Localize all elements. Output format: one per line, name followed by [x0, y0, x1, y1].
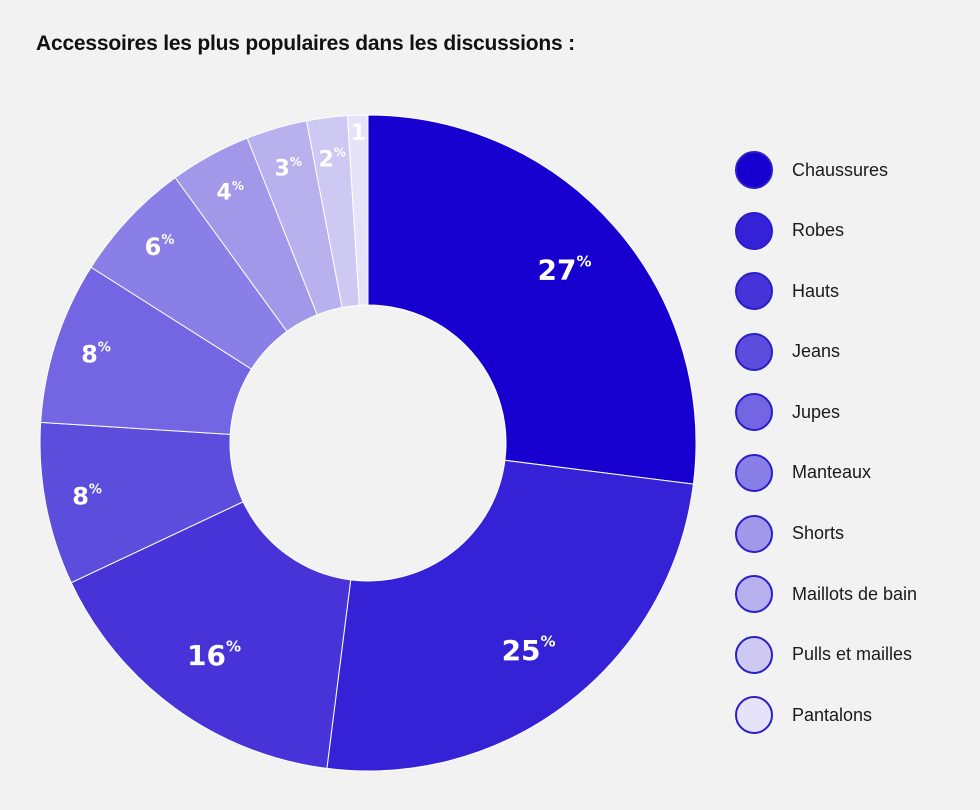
legend-label: Shorts [792, 523, 845, 544]
data-label-pulls-et-mailles: 2% [318, 146, 345, 172]
legend-item-hauts: Hauts [735, 271, 975, 311]
legend-label: Hauts [792, 280, 840, 301]
data-label-jeans: 8% [72, 482, 102, 511]
legend-label: Manteaux [792, 462, 872, 483]
chart-title: Accessoires les plus populaires dans les… [36, 32, 575, 55]
legend-swatch [735, 453, 773, 492]
legend-item-jeans: Jeans [735, 332, 975, 372]
data-label-jupes: 8% [81, 340, 111, 369]
legend-swatch [735, 272, 773, 311]
data-label-hauts: 16% [187, 638, 241, 672]
legend-swatch [735, 211, 773, 250]
legend-label: Robes [792, 220, 845, 241]
legend-swatch [735, 151, 773, 189]
data-label-chaussures: 27% [538, 252, 592, 286]
legend-label: Maillots de bain [792, 583, 918, 604]
legend-item-pulls-et-mailles: Pulls et mailles [735, 635, 975, 675]
slice-pantalons [346, 114, 369, 306]
slice-chaussures [367, 114, 697, 485]
legend-item-jupes: Jupes [735, 392, 975, 432]
data-label-pantalons: 1 [351, 121, 366, 146]
legend-item-pantalons: Pantalons [735, 695, 975, 735]
legend-item-manteaux: Manteaux [735, 453, 975, 493]
data-label-maillots-de-bain: 3% [275, 155, 302, 181]
slice-robes [326, 459, 694, 772]
legend-label: Pantalons [792, 704, 873, 725]
slice-hauts [70, 501, 352, 769]
legend-item-robes: Robes [735, 211, 975, 251]
legend-label: Jeans [792, 341, 841, 362]
data-label-manteaux: 6% [145, 233, 175, 262]
data-label-robes: 25% [502, 633, 556, 667]
legend-label: Pulls et mailles [792, 644, 913, 665]
legend-item-shorts: Shorts [735, 514, 975, 554]
legend-swatch [735, 332, 773, 371]
legend-swatch [735, 575, 773, 614]
legend-swatch [735, 393, 773, 432]
legend-swatch [735, 696, 773, 735]
legend-swatch [735, 635, 773, 674]
legend: Chaussures Robes Hauts Jeans Jupes Manteaux Sh… [735, 150, 975, 756]
legend-item-chaussures: Chaussures [735, 150, 975, 190]
legend-swatch [735, 514, 773, 553]
data-label-shorts: 4% [217, 179, 244, 205]
legend-label: Jupes [792, 401, 841, 422]
legend-label: Chaussures [792, 159, 889, 180]
legend-item-maillots-de-bain: Maillots de bain [735, 574, 975, 614]
